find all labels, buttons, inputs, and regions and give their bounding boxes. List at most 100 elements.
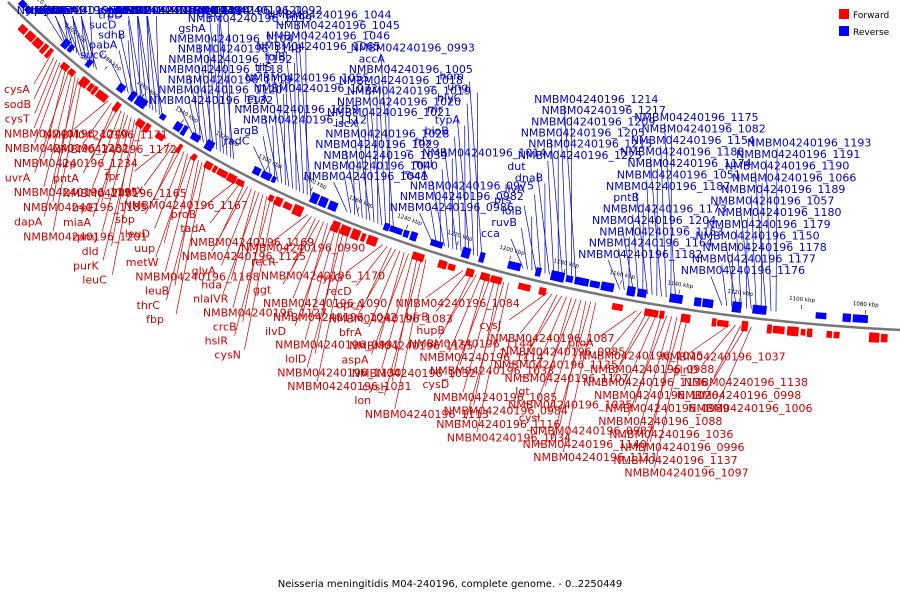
leader-line [754, 171, 767, 311]
leader-line [188, 75, 204, 143]
tick-mark [509, 255, 511, 260]
leader-line [451, 158, 454, 249]
gene-label: recD [326, 285, 352, 298]
gene-label: NMBM04240196_1182 [578, 248, 702, 261]
leader-line [717, 326, 752, 403]
forward-gene-feature [517, 282, 532, 292]
gene-label: NMBM04240196_1116 [436, 418, 560, 431]
gene-label: NMBM04240196_1042 [273, 311, 397, 324]
gene-label: NMBM04240196_1178 [703, 241, 827, 254]
tick-mark [406, 224, 409, 229]
forward-gene-feature [94, 89, 109, 103]
leader-line [544, 297, 572, 387]
leader-line [63, 15, 80, 56]
leader-line [623, 313, 658, 390]
gene-label: NMBM04240196_0988 [590, 363, 714, 376]
leader-line [285, 52, 301, 192]
tick-mark [181, 119, 184, 124]
leader-line [530, 294, 558, 347]
leader-line [368, 85, 383, 226]
gene-label: hda [201, 278, 222, 291]
gene-label: NMBM04240196_1085 [433, 391, 557, 404]
forward-gene-feature [134, 118, 146, 129]
reverse-gene-feature [84, 58, 94, 69]
tick-label: 1100 kbp [789, 296, 816, 304]
leader-line [137, 15, 141, 102]
leader-line [443, 147, 458, 251]
gene-label: NMBM04240196_1148 [178, 43, 302, 56]
gene-label: purK [73, 259, 99, 272]
forward-gene-feature [142, 122, 152, 134]
gene-label: NMBM04240196_1120 [158, 84, 282, 97]
leader-line [82, 107, 119, 174]
gene-label: NMBM04240196_1099 [188, 12, 312, 25]
gene-label: NMBM04240196_1138 [684, 376, 808, 389]
leader-line [80, 15, 92, 65]
gene-label: NMBM04240196_1119 [168, 73, 292, 86]
gene-label: cysG [316, 271, 343, 284]
gene-label: NMBM04240196_1209 [531, 115, 655, 128]
gene-label: NMBM04240196_1065 [256, 40, 380, 53]
gene-label: ruvB [491, 216, 517, 229]
leader-line [292, 221, 324, 299]
gene-label: leuB [145, 285, 169, 298]
gene-label: NMBM04240196_1155 [349, 340, 473, 353]
leader-line [366, 107, 375, 223]
gene-label: cysA [4, 83, 30, 96]
gene-label: metE [42, 4, 71, 17]
forward-gene-feature [338, 224, 352, 237]
legend-swatch-reverse [839, 26, 849, 36]
gene-label: crcB [213, 321, 237, 334]
gene-label: opcA [336, 299, 364, 312]
leader-line [345, 244, 384, 273]
forward-gene-feature [211, 165, 219, 174]
gene-label: uup [134, 242, 155, 255]
leader-line [219, 184, 245, 238]
leader-line [146, 15, 151, 109]
gene-label: NMBM04240196_1234 [14, 157, 138, 170]
leader-line [384, 257, 422, 396]
gene-label: NMBM04240196_1005 [349, 63, 473, 76]
gene-label: NMBM04240196_1039 [323, 149, 447, 162]
gene-label: ftsK1 [189, 4, 217, 17]
leader-line [656, 168, 658, 296]
gene-label: leuD [125, 228, 150, 241]
leader-line [111, 124, 142, 275]
forward-gene-feature [786, 326, 799, 337]
gene-label: NMBM04240196_1021 [327, 106, 451, 119]
gene-label: NMBM04240196_1072 [254, 82, 378, 95]
leader-line [33, 54, 52, 85]
tick-label: 1240 kbp [396, 213, 423, 227]
gene-label: NMBM04240196_0985 [501, 345, 625, 358]
gene-label: NMBM04240196_1066 [732, 171, 856, 184]
leader-line [431, 180, 445, 247]
gene-label: cysT [5, 113, 30, 126]
gene-label: NMBM04240196_0987 [530, 425, 654, 438]
gene-label: miaA [63, 216, 92, 229]
forward-gene-feature [282, 201, 293, 211]
forward-gene-feature [31, 36, 45, 50]
gene-label: lon [354, 394, 371, 407]
leader-line [333, 182, 348, 213]
gene-label: NMBM04240196_1204 [592, 214, 716, 227]
gene-label: ung [447, 81, 468, 94]
reverse-gene-feature [752, 304, 767, 315]
leader-line [354, 139, 363, 218]
gene-label: sdhB [98, 28, 125, 41]
leader-line [34, 70, 70, 173]
leader-line [621, 225, 634, 292]
leader-line [710, 276, 723, 306]
leader-line [305, 31, 308, 196]
gene-label: nlaIVR [193, 293, 229, 306]
reverse-gene-feature [573, 276, 590, 287]
reverse-gene-feature [429, 238, 444, 249]
forward-gene-feature [190, 153, 198, 162]
gene-label: radC [224, 135, 250, 148]
gene-label: NMBM04240196_1187 [606, 180, 730, 193]
gene-label: hupB [416, 324, 444, 337]
gene-label: NMBM04240196_1192 [168, 53, 292, 66]
gene-label: NMBM04240196_1188 [620, 146, 744, 159]
gene-label: trpD [98, 8, 122, 21]
gene-label: trpE [72, 201, 95, 214]
gene-label: uvrA [5, 172, 31, 185]
